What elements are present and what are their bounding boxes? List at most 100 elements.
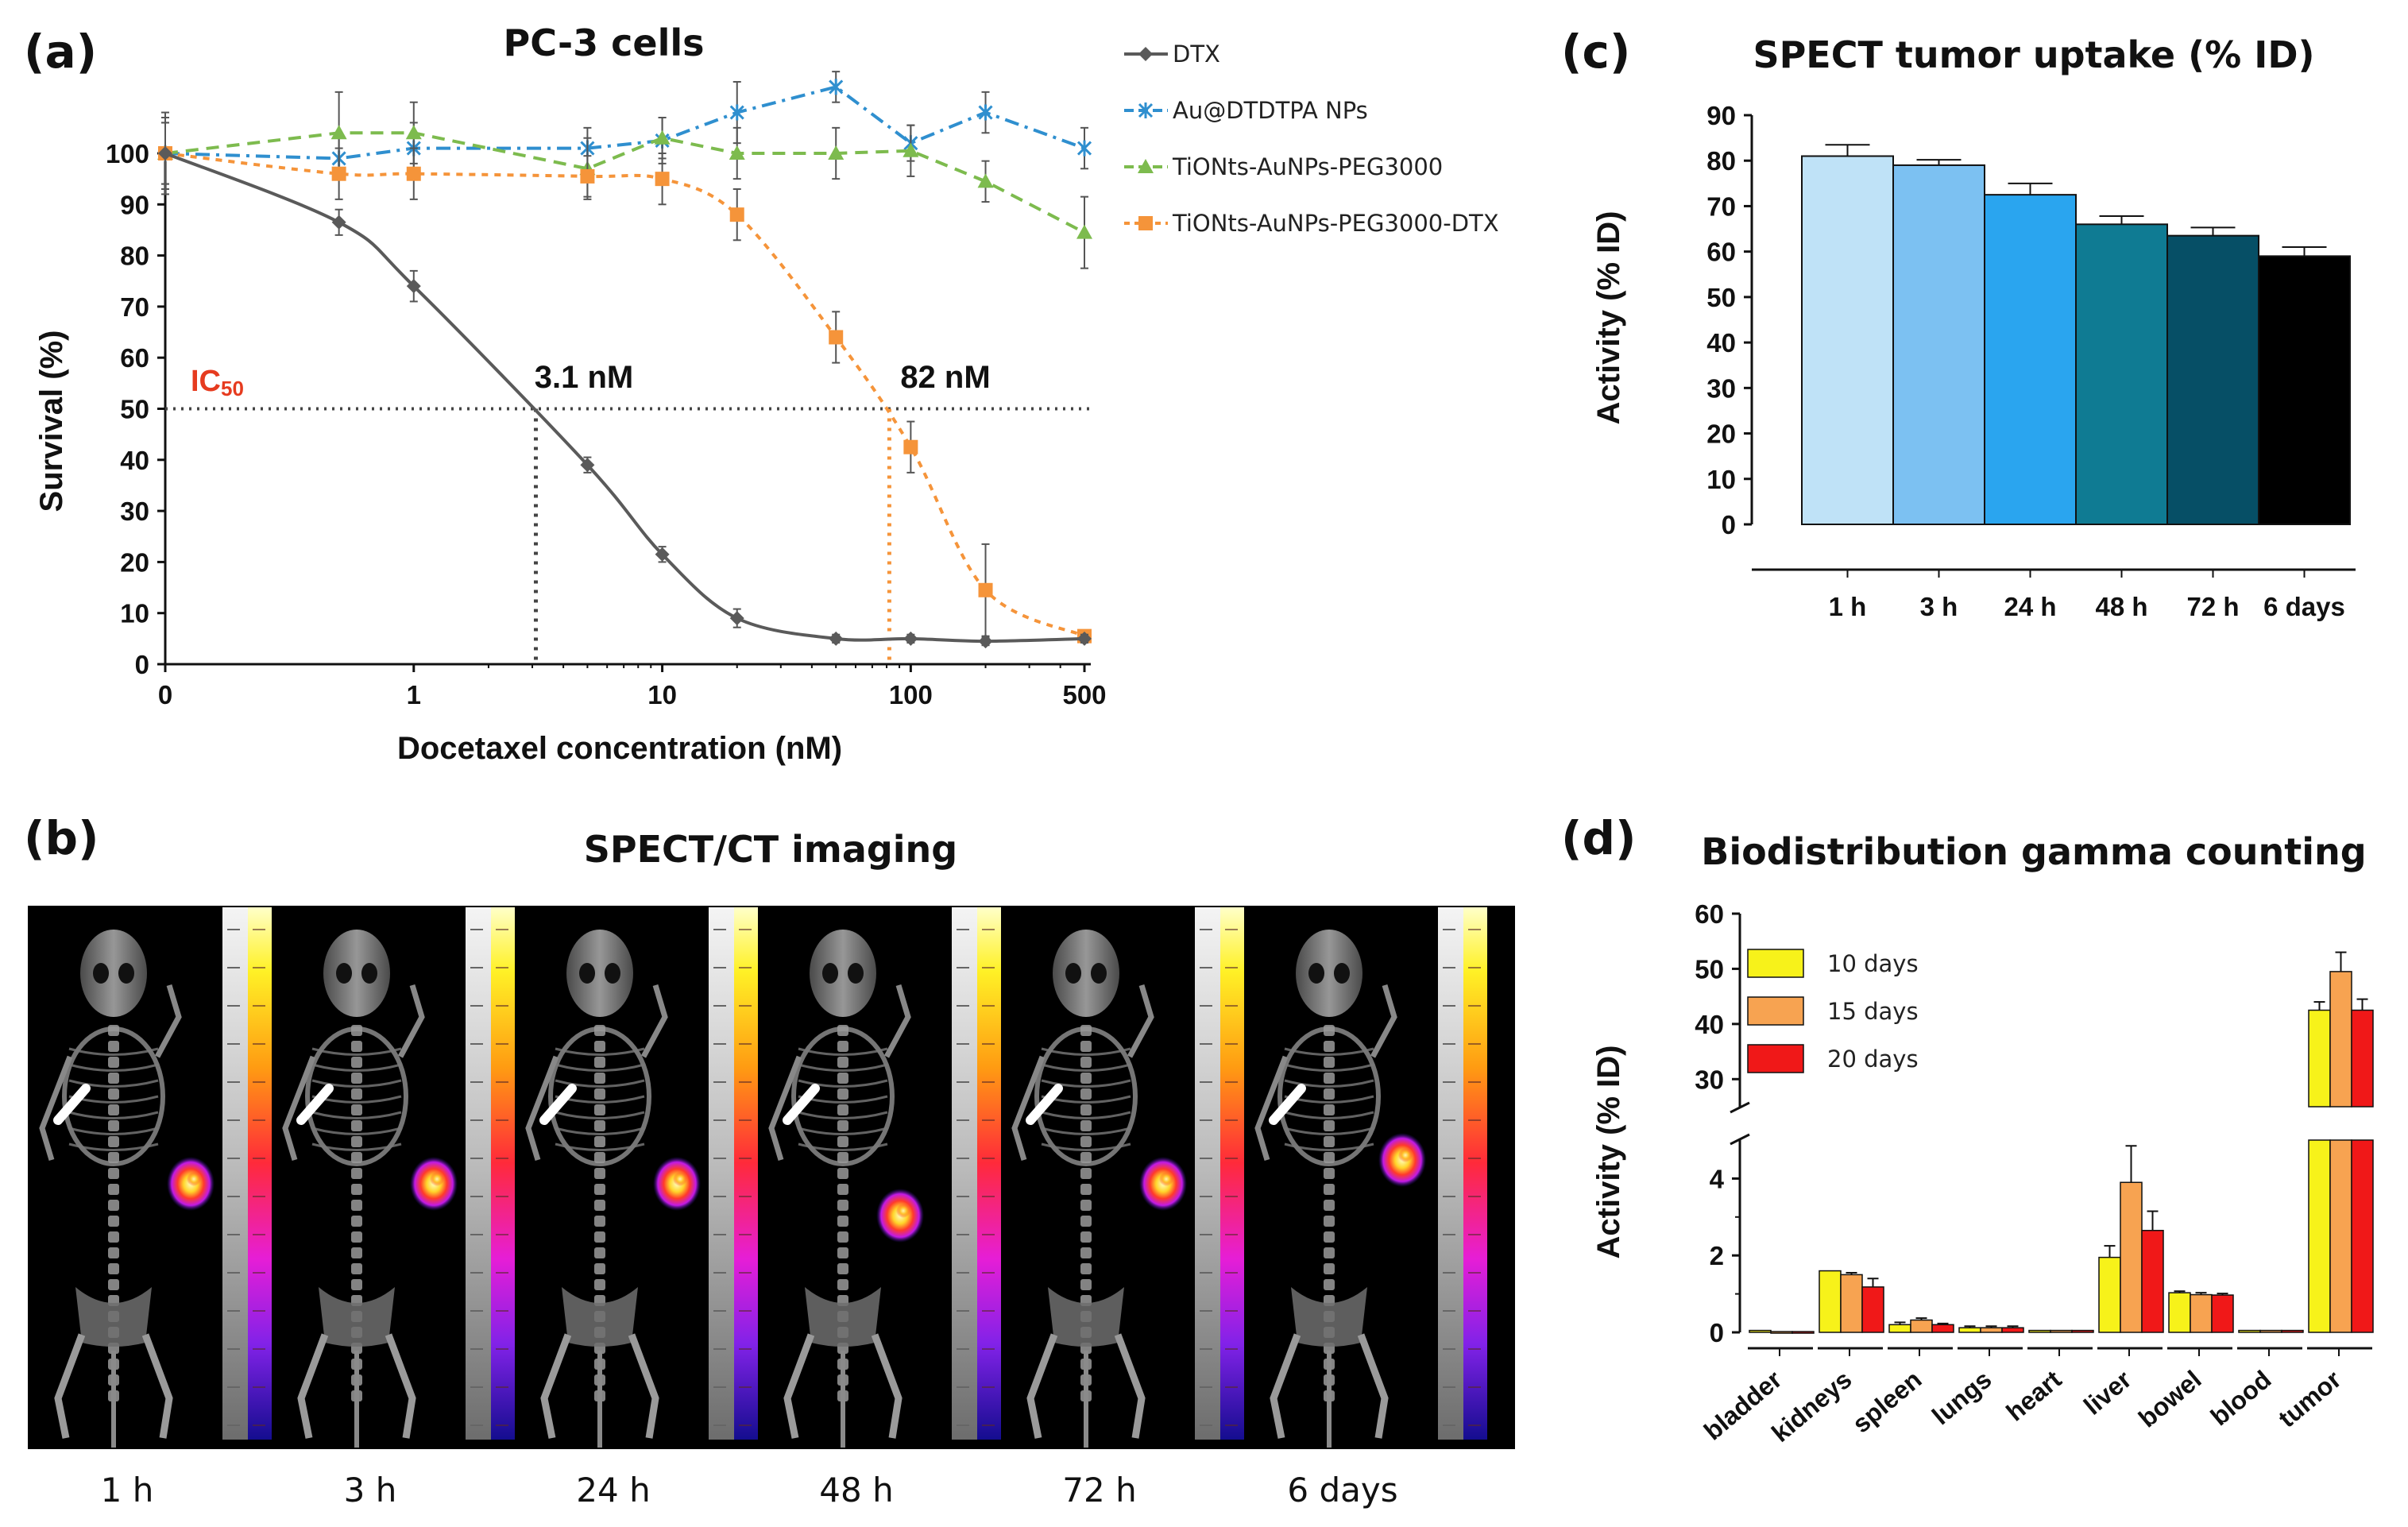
hind-right-leg — [871, 1333, 903, 1439]
vertebra — [1080, 1088, 1092, 1100]
eye-socket — [336, 963, 352, 984]
ic50-label: IC50 — [191, 365, 244, 400]
data-point-TiONts-AuNPs-PEG3000-DTX — [580, 168, 595, 184]
rib — [798, 1047, 888, 1056]
y-tick-label: 4 — [1710, 1164, 1725, 1193]
rib — [555, 1063, 645, 1072]
x-tick-label: tumor — [2273, 1365, 2347, 1433]
bar-1 h — [1801, 155, 1894, 525]
rib — [798, 1127, 888, 1135]
x-tick-label: 6 days — [2263, 592, 2345, 621]
vertebra — [1324, 1136, 1335, 1147]
data-point-TiONts-AuNPs-PEG3000 — [977, 173, 994, 188]
rib — [555, 1142, 645, 1151]
rib — [1284, 1111, 1374, 1119]
x-tick-label: 10 — [647, 680, 677, 709]
vertebra — [108, 1216, 119, 1227]
legend-marker — [1138, 216, 1153, 230]
vertebra — [351, 1184, 362, 1195]
rib — [1041, 1127, 1131, 1135]
pelvis — [1291, 1287, 1367, 1347]
vertebra — [108, 1247, 119, 1258]
vertebra — [594, 1200, 605, 1211]
panel-d-letter: (d) — [1561, 811, 1637, 865]
y-tick-label: 10 — [120, 599, 149, 628]
hind-right-leg — [1357, 1333, 1389, 1439]
front-right-leg — [154, 984, 182, 1058]
data-point-Au@DTDTPA NPs — [829, 79, 844, 95]
vertebra — [351, 1104, 362, 1115]
heat-colorbar — [1463, 907, 1487, 1440]
rib — [68, 1111, 159, 1119]
bar-bladder-20 days — [1792, 1331, 1815, 1334]
vertebra — [837, 1136, 848, 1147]
vertebra — [837, 1152, 848, 1163]
bar-tumor-10 days-lower — [2308, 1139, 2331, 1333]
tumor-core — [1159, 1172, 1173, 1186]
y-tick-label: 30 — [1695, 1065, 1724, 1094]
timepoint-label: 24 h — [576, 1471, 650, 1510]
rib — [555, 1111, 645, 1119]
panel-b-letter: (b) — [24, 811, 99, 865]
vertebra — [1080, 1247, 1092, 1258]
vertebra — [1080, 1104, 1092, 1115]
vertebra — [108, 1168, 119, 1179]
vertebra — [108, 1231, 119, 1243]
spect-images: 1 h 3 h 24 h 48 h 72 h 6 days — [39, 907, 1487, 1510]
legend-marker — [1138, 102, 1154, 118]
grayscale-colorbar — [952, 907, 977, 1440]
panel-d-title: Biodistribution gamma counting — [1701, 830, 2366, 873]
bar-lungs-15 days — [1980, 1327, 2003, 1333]
vertebra — [1324, 1216, 1335, 1227]
bar-spleen-15 days — [1910, 1319, 1933, 1333]
panel-c-chart: 0 10 20 30 40 50 60 70 80 90 1 h 3 h 24 h 48 h 72 h 6 d… — [1706, 101, 2356, 621]
rib — [1284, 1079, 1374, 1088]
legend-label: Au@DTDTPA NPs — [1173, 97, 1368, 124]
bar-bowel-10 days — [2168, 1292, 2191, 1333]
vertebra — [1324, 1279, 1335, 1290]
vertebra — [351, 1120, 362, 1131]
panel-b-title: SPECT/CT imaging — [584, 828, 957, 871]
vertebra — [351, 1152, 362, 1163]
rib — [1041, 1079, 1131, 1088]
heat-colorbar — [734, 907, 758, 1440]
rib — [68, 1127, 159, 1135]
bar-liver-10 days — [2098, 1256, 2121, 1333]
hind-left-leg — [54, 1333, 86, 1439]
pelvis — [75, 1287, 152, 1347]
bar-72 h — [2166, 234, 2259, 525]
y-tick-label: 50 — [120, 395, 149, 424]
bar-blood-20 days — [2281, 1329, 2304, 1333]
bar-kidneys-10 days — [1819, 1270, 1842, 1333]
panel-a: (a) PC-3 cells 0 10 20 30 40 50 60 70 80 90 100 0 1 1… — [24, 21, 1499, 766]
vertebra — [1324, 1073, 1335, 1084]
pelvis — [562, 1287, 638, 1347]
panel-a-legend: DTX Au@DTDTPA NPs TiONts-AuNPs-PEG3000 TiON… — [1124, 41, 1499, 237]
rib — [1284, 1047, 1374, 1056]
data-point-Au@DTDTPA NPs — [1076, 140, 1092, 157]
timepoint-label: 3 h — [344, 1471, 397, 1510]
y-tick-label: 30 — [120, 497, 149, 526]
y-tick-label: 70 — [120, 292, 149, 322]
x-tick-label: 72 h — [2186, 592, 2239, 621]
x-tick-label: spleen — [1847, 1365, 1927, 1439]
vertebra — [1324, 1152, 1335, 1163]
vertebra — [837, 1168, 848, 1179]
vertebra — [351, 1136, 362, 1147]
timepoint-label: 48 h — [819, 1471, 893, 1510]
y-tick-label: 90 — [1706, 101, 1736, 130]
spect-image-0 — [39, 907, 272, 1448]
bar-tumor-20 days — [2351, 1009, 2374, 1108]
vertebra — [108, 1200, 119, 1211]
y-tick-label: 80 — [1706, 146, 1736, 176]
vertebra — [1324, 1168, 1335, 1179]
skull — [1296, 930, 1362, 1017]
y-tick-label: 20 — [120, 547, 149, 577]
rib — [555, 1047, 645, 1056]
data-point-Au@DTDTPA NPs — [978, 104, 993, 121]
rib — [311, 1127, 402, 1135]
y-tick-label: 50 — [1706, 283, 1736, 312]
vertebra — [837, 1263, 848, 1274]
spect-image-5 — [1254, 907, 1487, 1448]
